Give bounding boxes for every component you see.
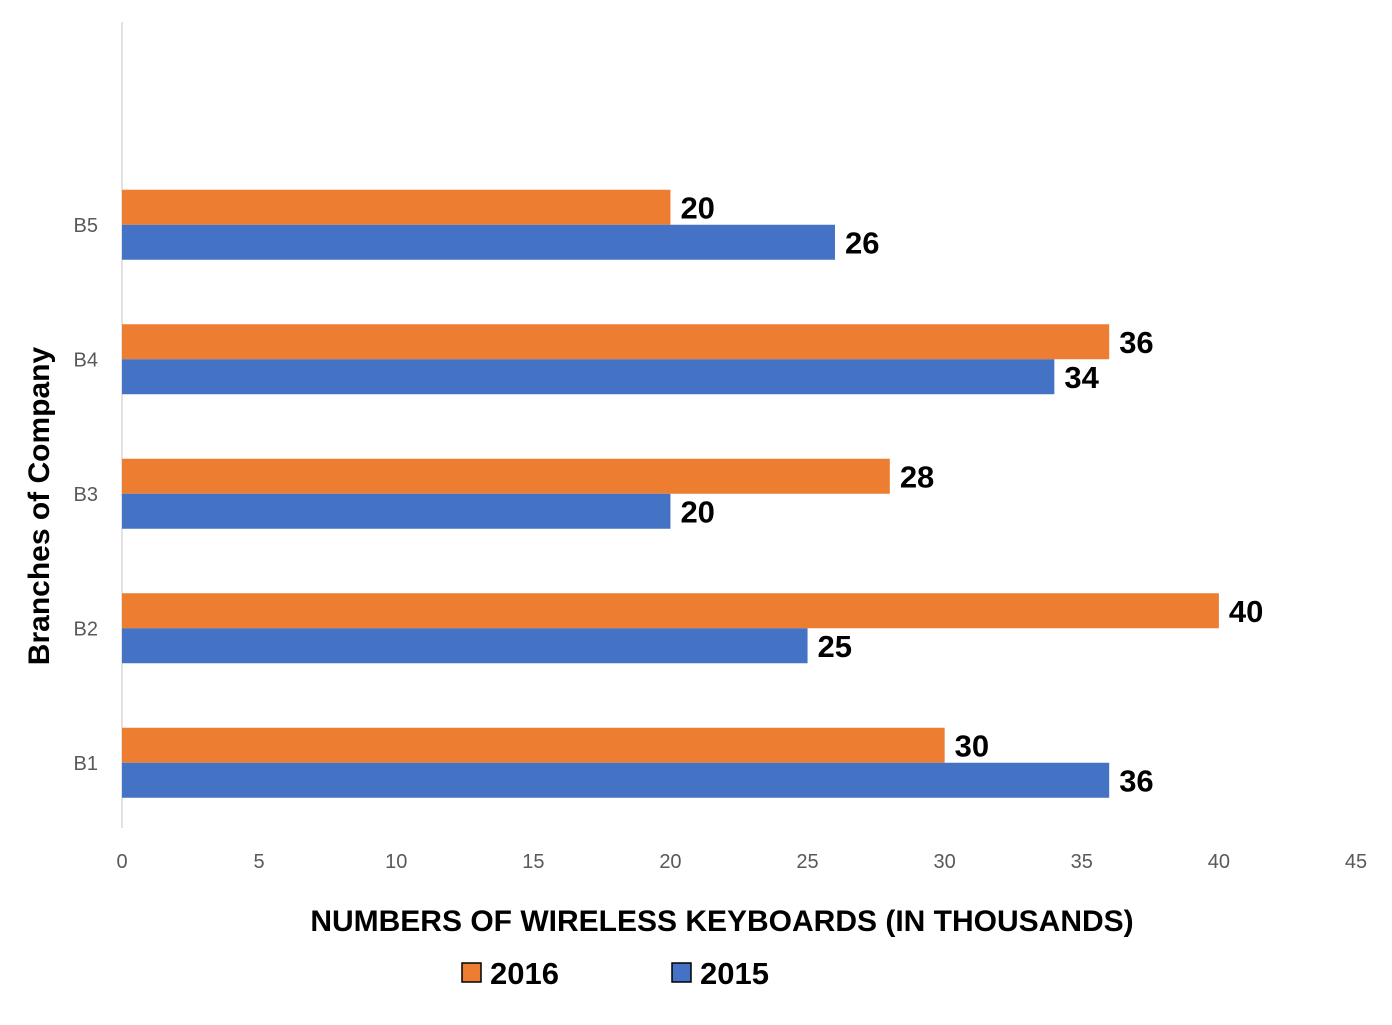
x-tick-labels: 0 5 10 15 20 25 30 35 40 45 xyxy=(116,851,1367,873)
category-label-b3: B3 xyxy=(74,484,98,506)
data-label-b4-2016: 36 xyxy=(1119,325,1153,360)
legend-swatch-2016 xyxy=(461,962,482,983)
category-label-b5: B5 xyxy=(74,215,98,237)
category-label-b2: B2 xyxy=(74,618,98,640)
legend-label-2016: 2016 xyxy=(490,956,559,991)
legend: 2016 2015 xyxy=(461,956,769,991)
legend-label-2015: 2015 xyxy=(700,956,769,991)
x-tick-label-10: 10 xyxy=(385,851,407,873)
category-labels: B1 B2 B3 B4 B5 xyxy=(74,215,98,775)
data-label-b5-2015: 26 xyxy=(845,225,879,260)
x-tick-label-15: 15 xyxy=(522,851,544,873)
x-axis-title: NUMBERS OF WIRELESS KEYBOARDS (IN THOUSA… xyxy=(310,905,1133,938)
data-label-b4-2015: 34 xyxy=(1064,360,1099,395)
bar-b5-2015 xyxy=(122,224,835,260)
x-tick-label-0: 0 xyxy=(116,851,127,873)
bar-b4-2016 xyxy=(122,324,1110,360)
x-tick-label-25: 25 xyxy=(796,851,818,873)
x-tick-label-35: 35 xyxy=(1071,851,1093,873)
data-label-b2-2016: 40 xyxy=(1229,594,1263,629)
bar-b3-2016 xyxy=(122,458,890,494)
x-tick-label-45: 45 xyxy=(1345,851,1367,873)
bar-b1-2015 xyxy=(122,762,1110,798)
data-label-b1-2016: 30 xyxy=(955,728,989,763)
category-label-b1: B1 xyxy=(74,753,98,775)
data-labels: 30 36 40 25 28 20 36 34 20 26 xyxy=(680,190,1263,798)
x-tick-label-5: 5 xyxy=(254,851,265,873)
bar-b5-2016 xyxy=(122,189,671,225)
x-tick-label-40: 40 xyxy=(1208,851,1230,873)
bar-b2-2015 xyxy=(122,628,808,664)
category-label-b4: B4 xyxy=(74,349,98,371)
bar-b2-2016 xyxy=(122,593,1219,629)
data-label-b2-2015: 25 xyxy=(818,629,852,664)
data-label-b5-2016: 20 xyxy=(680,190,714,225)
bar-b1-2016 xyxy=(122,727,945,763)
legend-swatch-2015 xyxy=(671,962,692,983)
bars xyxy=(122,189,1219,798)
data-label-b3-2015: 20 xyxy=(680,494,714,529)
y-axis-title: Branches of Company xyxy=(23,346,56,665)
bar-b3-2015 xyxy=(122,493,671,529)
x-tick-label-30: 30 xyxy=(934,851,956,873)
data-label-b3-2016: 28 xyxy=(900,459,934,494)
bar-b4-2015 xyxy=(122,359,1055,395)
x-tick-label-20: 20 xyxy=(659,851,681,873)
data-label-b1-2015: 36 xyxy=(1119,763,1153,798)
